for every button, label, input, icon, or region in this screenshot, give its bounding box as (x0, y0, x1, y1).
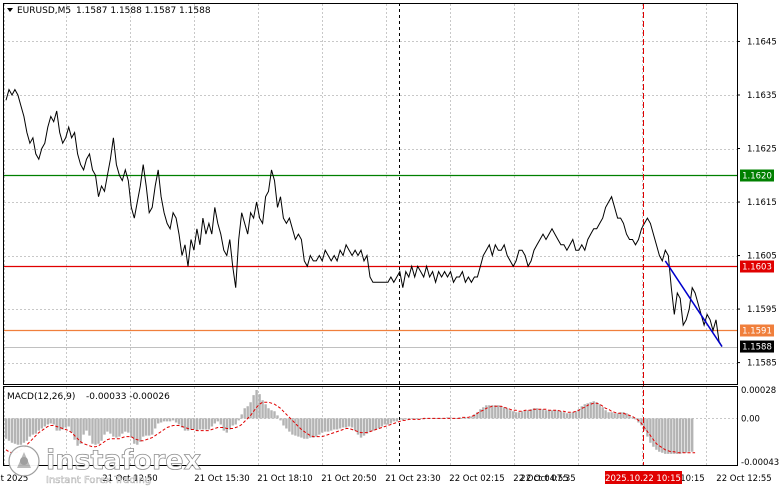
price-line (5, 88, 723, 347)
time-tick-label-4: 22 Oct 02:15 (449, 474, 504, 484)
instaforex-logo-icon (8, 445, 40, 477)
price-levels[interactable] (4, 174, 737, 348)
macd-tick-label-0: 0.00028 (741, 386, 776, 396)
price-tick-label-2: 1.1625 (747, 145, 777, 155)
macd-pane-frame (3, 386, 738, 466)
grid (4, 4, 737, 465)
macd-header: MACD(12,26,9) -0.00033 -0.00026 (7, 392, 170, 402)
level-tag-text-1.1603: 1.1603 (742, 263, 772, 273)
time-tick-label-6: 22 Oct 12:55 (716, 474, 771, 484)
time-tick-label-partial-0: 21 Oct 2025 (0, 474, 28, 484)
instaforex-watermark: instaforex Instant Forex Trading (8, 445, 201, 486)
ohlc-values: 1.1587 1.1588 1.1587 1.1588 (76, 6, 211, 16)
macd-values: -0.00033 -0.00026 (86, 392, 170, 402)
level-tag-1.1591 (740, 324, 774, 337)
price-axis: 1.1645 1.1635 1.1625 1.1615 1.1605 1.1595 1.15… (737, 37, 777, 369)
price-level-tags: 1.1620 1.1603 1.1591 1.1588 (740, 169, 774, 353)
time-tick-label-3: 21 Oct 23:30 (385, 474, 440, 484)
symbol-label: EURUSD,M5 (17, 6, 71, 16)
price-tick-label-6: 1.1585 (747, 359, 777, 369)
chart-header: EURUSD,M5 1.1587 1.1588 1.1587 1.1588 (7, 6, 211, 16)
price-tick-label-5: 1.1595 (747, 305, 777, 315)
macd-tick-label-1: 0.00 (741, 414, 760, 424)
watermark-brand: instaforex (46, 445, 201, 476)
current-price-tag (740, 340, 774, 353)
time-axis: 21 Oct 15:30 21 Oct 18:10 21 Oct 20:50 21 O… (0, 474, 772, 484)
price-pane-frame (3, 3, 738, 385)
time-tick-label-partial-1: 21 Oct 12:50 (102, 474, 157, 484)
macd-tick-label-2: -0.00043 (741, 458, 779, 468)
price-tick-label-1: 1.1635 (747, 91, 777, 101)
current-price-text: 1.1588 (742, 343, 772, 353)
highlighted-time-tag: 2025.10.22 10:15 (605, 471, 682, 484)
level-tag-text-1.1620: 1.1620 (742, 172, 772, 182)
macd-name: MACD(12,26,9) (7, 392, 75, 402)
level-tag-1.1620 (740, 169, 774, 182)
price-tick-label-4: 1.1605 (747, 252, 777, 262)
price-tick-label-3: 1.1615 (747, 198, 777, 208)
price-tick-label-0: 1.1645 (747, 37, 777, 47)
macd-axis: 0.00028 0.00 -0.00043 (741, 386, 779, 468)
highlighted-time-text: 2025.10.22 10:15 (605, 474, 681, 484)
dropdown-arrow-icon[interactable] (7, 8, 13, 12)
level-tag-text-1.1591: 1.1591 (742, 327, 772, 337)
time-tick-label-1: 21 Oct 18:10 (257, 474, 312, 484)
time-tick-label-partial-2: 22 Oct 07:35 (520, 474, 575, 484)
time-tick-label-5: 22 Oct 04:55 (513, 474, 568, 484)
macd-histogram (4, 390, 694, 454)
level-tag-1.1603 (740, 260, 774, 273)
trend-line[interactable] (664, 260, 723, 347)
time-tick-label-0: 21 Oct 15:30 (194, 474, 249, 484)
macd-signal-line (5, 401, 696, 454)
time-tick-label-2: 21 Oct 20:50 (321, 474, 376, 484)
watermark-tagline: Instant Forex Trading (46, 475, 151, 486)
